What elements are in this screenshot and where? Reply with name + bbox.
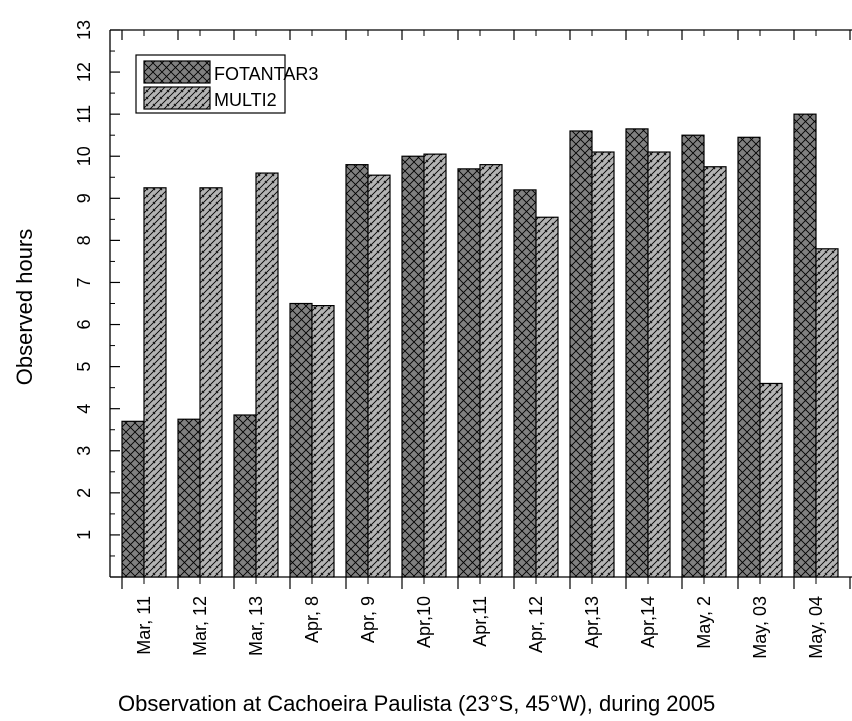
bar-multi2-1 xyxy=(199,187,223,578)
bar-multi2-2 xyxy=(255,172,279,578)
legend-swatch-multi2 xyxy=(143,86,211,110)
y-tick-label: 3 xyxy=(74,446,94,456)
category-label: Mar, 13 xyxy=(246,596,266,656)
category-label: Apr, 12 xyxy=(526,596,546,653)
bar-multi2-5 xyxy=(423,153,447,578)
bar-fotantar3-3 xyxy=(289,302,313,578)
bar-fotantar3-2 xyxy=(233,414,257,578)
bar-fotantar3-6 xyxy=(457,168,481,578)
bar-fotantar3-0 xyxy=(121,420,145,578)
y-tick-label: 1 xyxy=(74,530,94,540)
y-tick-label: 8 xyxy=(74,235,94,245)
y-tick-label: 7 xyxy=(74,277,94,287)
bars xyxy=(121,113,839,578)
y-tick-label: 13 xyxy=(74,20,94,40)
legend-label-fotantar3: FOTANTAR3 xyxy=(214,64,318,84)
bar-multi2-11 xyxy=(759,382,783,578)
y-tick-label: 9 xyxy=(74,193,94,203)
category-label: May, 04 xyxy=(806,596,826,659)
bar-fotantar3-12 xyxy=(793,113,817,578)
legend-swatch-fotantar3 xyxy=(143,60,211,84)
legend: FOTANTAR3 MULTI2 xyxy=(135,54,318,114)
bar-fotantar3-10 xyxy=(681,134,705,578)
bar-fotantar3-11 xyxy=(737,136,761,578)
y-tick-label: 10 xyxy=(74,146,94,166)
bar-fotantar3-8 xyxy=(569,130,593,578)
category-label: Mar, 12 xyxy=(190,596,210,656)
bar-multi2-7 xyxy=(535,216,559,578)
category-label: Apr,13 xyxy=(582,596,602,648)
category-label: Apr,10 xyxy=(414,596,434,648)
bar-fotantar3-5 xyxy=(401,155,425,578)
y-tick-label: 6 xyxy=(74,320,94,330)
y-tick-label: 11 xyxy=(74,105,94,124)
bar-multi2-0 xyxy=(143,187,167,578)
x-axis-label: Observation at Cachoeira Paulista (23°S,… xyxy=(118,691,715,716)
category-label: Apr, 8 xyxy=(302,596,322,643)
y-tick-label: 4 xyxy=(74,404,94,414)
legend-label-multi2: MULTI2 xyxy=(214,90,277,110)
bar-multi2-3 xyxy=(311,305,335,578)
bar-multi2-8 xyxy=(591,151,615,578)
y-tick-label: 12 xyxy=(74,62,94,82)
bar-fotantar3-9 xyxy=(625,128,649,578)
bar-multi2-4 xyxy=(367,174,391,578)
y-tick-label: 2 xyxy=(74,488,94,498)
category-label: Mar, 11 xyxy=(134,596,154,655)
category-labels: Mar, 11 Mar, 12 Mar, 13 Apr, 8 Apr, 9 Apr,10 A… xyxy=(134,596,826,659)
bar-multi2-6 xyxy=(479,164,503,578)
category-label: May, 2 xyxy=(694,596,714,649)
bar-multi2-10 xyxy=(703,166,727,578)
bar-multi2-9 xyxy=(647,151,671,578)
y-tick-label: 5 xyxy=(74,362,94,372)
y-axis-label: Observed hours xyxy=(12,229,37,386)
bar-fotantar3-4 xyxy=(345,164,369,578)
category-label: May, 03 xyxy=(750,596,770,659)
bar-fotantar3-1 xyxy=(177,418,201,578)
bar-fotantar3-7 xyxy=(513,189,537,578)
category-label: Apr, 9 xyxy=(358,596,378,643)
bar-multi2-12 xyxy=(815,248,839,578)
category-label: Apr,14 xyxy=(638,596,658,648)
category-label: Apr,11 xyxy=(470,596,490,647)
